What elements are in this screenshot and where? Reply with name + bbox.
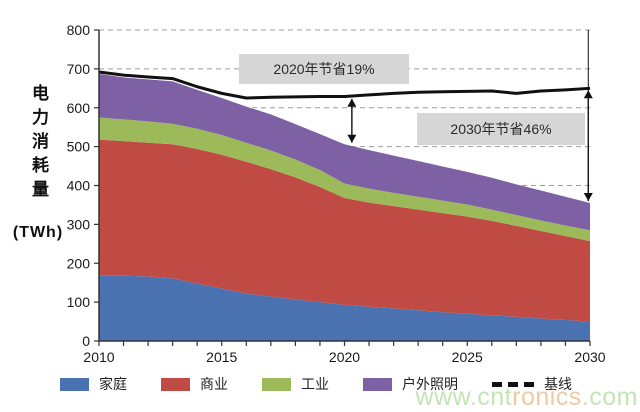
legend-item-outdoor-lighting: 户外照明 bbox=[363, 374, 458, 394]
legend-item-industry: 工业 bbox=[262, 374, 329, 394]
svg-text:2030: 2030 bbox=[574, 349, 605, 365]
commercial-swatch-icon bbox=[161, 377, 190, 391]
svg-text:500: 500 bbox=[67, 139, 91, 155]
watermark: www.cntronics.com bbox=[416, 383, 638, 412]
industry-swatch-icon bbox=[262, 377, 291, 391]
legend-item-household: 家庭 bbox=[60, 374, 127, 394]
legend-label-household: 家庭 bbox=[99, 376, 127, 392]
annotation-2030-savings: 2030年节省46% bbox=[417, 113, 585, 145]
svg-text:400: 400 bbox=[67, 178, 91, 194]
svg-text:300: 300 bbox=[67, 216, 91, 232]
legend-label-commercial: 商业 bbox=[200, 376, 228, 392]
outdoor-lighting-swatch-icon bbox=[363, 377, 392, 391]
watermark-part3: .com bbox=[581, 383, 638, 411]
svg-text:2020: 2020 bbox=[329, 349, 360, 365]
svg-text:2025: 2025 bbox=[452, 349, 483, 365]
watermark-part1: www.cnt bbox=[415, 383, 513, 411]
legend-label-industry: 工业 bbox=[301, 376, 329, 392]
watermark-part2: ronics bbox=[512, 383, 582, 411]
household-swatch-icon bbox=[60, 377, 89, 391]
legend-label-outdoor-lighting: 户外照明 bbox=[402, 376, 458, 392]
chart-legend: 家庭 商业 工业 户外照明 基线 bbox=[60, 374, 600, 394]
svg-text:100: 100 bbox=[67, 294, 91, 310]
legend-item-baseline: 基线 bbox=[492, 374, 572, 394]
svg-text:0: 0 bbox=[82, 333, 90, 349]
legend-item-commercial: 商业 bbox=[161, 374, 228, 394]
legend-label-baseline: 基线 bbox=[544, 376, 572, 392]
baseline-dashed-line-icon bbox=[492, 381, 534, 387]
y-axis-unit: (TWh) bbox=[12, 224, 64, 241]
svg-text:2010: 2010 bbox=[83, 349, 114, 365]
svg-text:2015: 2015 bbox=[206, 349, 237, 365]
svg-text:700: 700 bbox=[67, 61, 91, 77]
y-axis-title: 电力消耗量 bbox=[29, 84, 48, 204]
annotation-2020-savings: 2020年节省19% bbox=[239, 54, 409, 84]
svg-text:600: 600 bbox=[67, 100, 91, 116]
svg-text:200: 200 bbox=[67, 255, 91, 271]
svg-text:800: 800 bbox=[67, 22, 91, 38]
